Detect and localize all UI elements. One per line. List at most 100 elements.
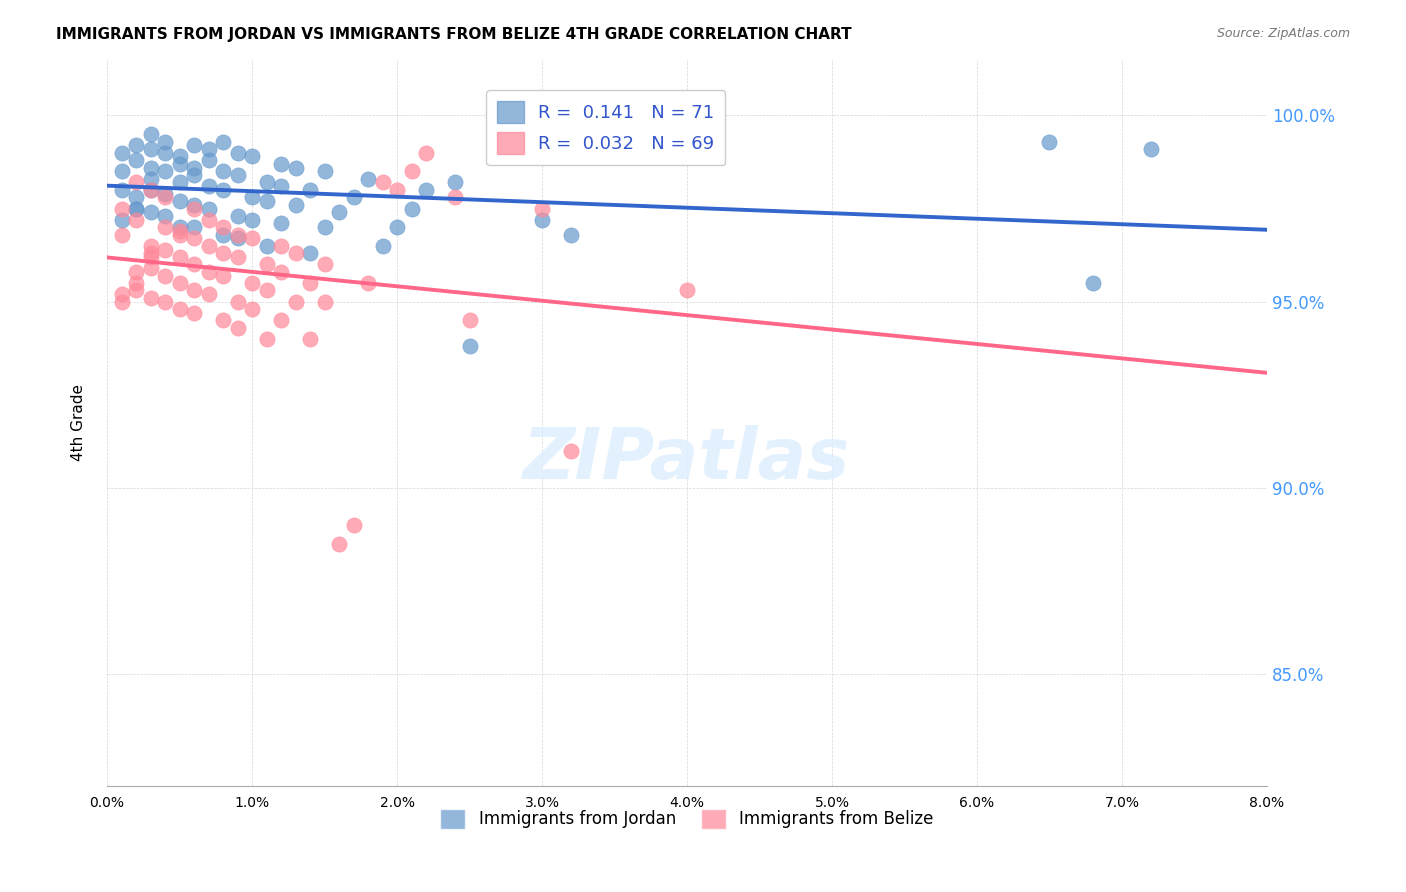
Point [458, 313, 481, 327]
Point [183, 231, 205, 245]
Point [153, 243, 176, 257]
Point [256, 284, 278, 298]
Point [110, 287, 132, 301]
Point [139, 183, 162, 197]
Point [139, 250, 162, 264]
Point [676, 284, 699, 298]
Point [458, 339, 481, 353]
Point [212, 220, 235, 235]
Point [197, 153, 219, 168]
Point [357, 171, 380, 186]
Point [415, 183, 437, 197]
Point [240, 276, 263, 290]
Y-axis label: 4th Grade: 4th Grade [72, 384, 86, 461]
Point [1140, 142, 1163, 156]
Text: ZIPatlas: ZIPatlas [523, 425, 851, 493]
Point [256, 176, 278, 190]
Point [284, 294, 307, 309]
Point [153, 145, 176, 160]
Point [197, 287, 219, 301]
Point [183, 306, 205, 320]
Point [197, 265, 219, 279]
Point [183, 168, 205, 182]
Point [197, 202, 219, 216]
Point [560, 443, 582, 458]
Point [256, 239, 278, 253]
Point [314, 220, 336, 235]
Point [256, 194, 278, 208]
Point [169, 220, 191, 235]
Point [169, 224, 191, 238]
Point [212, 183, 235, 197]
Point [299, 246, 322, 260]
Point [444, 176, 467, 190]
Point [226, 168, 249, 182]
Point [226, 231, 249, 245]
Point [110, 164, 132, 178]
Point [139, 239, 162, 253]
Point [530, 212, 553, 227]
Point [226, 145, 249, 160]
Point [530, 202, 553, 216]
Point [299, 183, 322, 197]
Point [240, 149, 263, 163]
Point [314, 257, 336, 271]
Point [371, 176, 394, 190]
Legend: Immigrants from Jordan, Immigrants from Belize: Immigrants from Jordan, Immigrants from … [433, 802, 941, 836]
Point [270, 265, 292, 279]
Point [139, 127, 162, 141]
Point [139, 205, 162, 219]
Point [125, 284, 148, 298]
Point [444, 190, 467, 204]
Point [139, 171, 162, 186]
Point [110, 212, 132, 227]
Point [240, 231, 263, 245]
Point [139, 291, 162, 305]
Point [226, 320, 249, 334]
Point [357, 276, 380, 290]
Point [153, 220, 176, 235]
Point [197, 212, 219, 227]
Point [342, 190, 364, 204]
Point [328, 537, 350, 551]
Point [270, 179, 292, 194]
Point [183, 161, 205, 175]
Point [240, 212, 263, 227]
Point [169, 302, 191, 317]
Point [299, 276, 322, 290]
Text: Source: ZipAtlas.com: Source: ZipAtlas.com [1216, 27, 1350, 40]
Point [183, 198, 205, 212]
Point [125, 212, 148, 227]
Point [415, 145, 437, 160]
Point [183, 284, 205, 298]
Point [110, 227, 132, 242]
Point [212, 164, 235, 178]
Point [270, 157, 292, 171]
Point [1038, 135, 1060, 149]
Point [169, 157, 191, 171]
Point [240, 190, 263, 204]
Point [314, 294, 336, 309]
Point [153, 135, 176, 149]
Point [385, 220, 408, 235]
Point [371, 239, 394, 253]
Point [197, 179, 219, 194]
Point [256, 257, 278, 271]
Point [270, 217, 292, 231]
Point [560, 227, 582, 242]
Point [139, 246, 162, 260]
Point [284, 161, 307, 175]
Point [226, 209, 249, 223]
Point [153, 186, 176, 201]
Point [153, 164, 176, 178]
Point [139, 161, 162, 175]
Point [169, 176, 191, 190]
Point [401, 202, 423, 216]
Point [110, 145, 132, 160]
Point [153, 190, 176, 204]
Point [153, 268, 176, 283]
Point [125, 276, 148, 290]
Point [284, 246, 307, 260]
Point [110, 183, 132, 197]
Point [125, 265, 148, 279]
